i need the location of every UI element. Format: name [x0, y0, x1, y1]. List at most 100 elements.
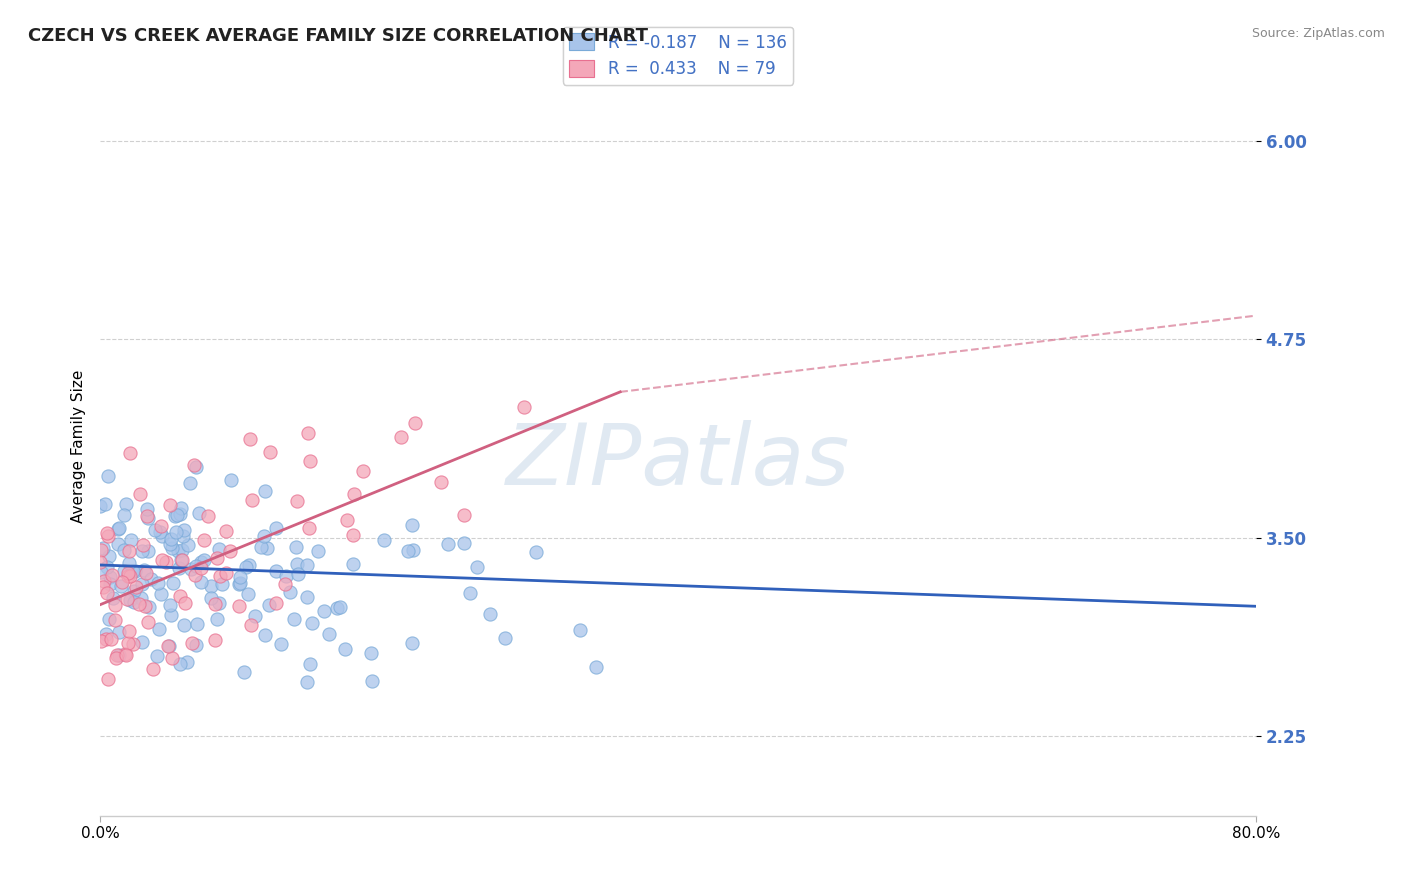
Point [336, 513, 359, 527]
Point [169, 508, 191, 522]
Point [165, 524, 187, 539]
Point [98, 577, 121, 591]
Point [200, 591, 222, 605]
Text: ZIPatlas: ZIPatlas [506, 420, 851, 503]
Point [465, 560, 488, 574]
Point [112, 508, 135, 523]
Point [176, 655, 198, 669]
Point [149, 587, 172, 601]
Point [301, 615, 323, 630]
Point [128, 487, 150, 501]
Point [110, 579, 132, 593]
Point [396, 544, 419, 558]
Point [342, 558, 364, 572]
Point [97, 673, 120, 687]
Point [453, 536, 475, 550]
Point [115, 648, 138, 663]
Point [132, 538, 155, 552]
Point [135, 502, 157, 516]
Point [98, 549, 121, 563]
Point [148, 622, 170, 636]
Point [124, 565, 146, 579]
Point [229, 569, 252, 583]
Point [343, 487, 366, 501]
Point [307, 544, 329, 558]
Point [458, 586, 481, 600]
Point [287, 567, 309, 582]
Point [430, 475, 453, 489]
Point [478, 607, 501, 621]
Point [329, 599, 352, 614]
Point [165, 508, 187, 523]
Point [253, 529, 276, 543]
Point [228, 576, 250, 591]
Point [180, 636, 202, 650]
Point [117, 624, 139, 638]
Point [122, 637, 145, 651]
Point [120, 446, 142, 460]
Point [166, 508, 188, 522]
Point [134, 599, 156, 613]
Point [229, 575, 252, 590]
Point [264, 596, 287, 610]
Point [159, 499, 181, 513]
Point [236, 587, 259, 601]
Point [117, 592, 139, 607]
Point [93, 580, 115, 594]
Point [197, 508, 219, 523]
Point [150, 553, 173, 567]
Point [494, 631, 516, 645]
Point [162, 576, 184, 591]
Point [299, 454, 322, 468]
Point [118, 557, 141, 571]
Point [112, 543, 135, 558]
Point [128, 597, 150, 611]
Point [219, 474, 242, 488]
Point [107, 648, 129, 662]
Point [157, 639, 180, 653]
Point [193, 553, 215, 567]
Text: CZECH VS CREEK AVERAGE FAMILY SIZE CORRELATION CHART: CZECH VS CREEK AVERAGE FAMILY SIZE CORRE… [28, 27, 648, 45]
Point [285, 493, 308, 508]
Point [239, 432, 262, 446]
Point [352, 464, 374, 478]
Point [143, 523, 166, 537]
Point [183, 458, 205, 472]
Point [118, 593, 141, 607]
Point [172, 543, 194, 558]
Point [117, 636, 139, 650]
Point [145, 649, 167, 664]
Point [139, 572, 162, 586]
Point [404, 416, 426, 430]
Point [208, 541, 231, 556]
Point [232, 665, 254, 679]
Point [274, 577, 297, 591]
Point [125, 580, 148, 594]
Point [90, 565, 112, 579]
Point [401, 636, 423, 650]
Point [104, 613, 127, 627]
Point [172, 529, 194, 543]
Point [107, 537, 129, 551]
Point [259, 599, 281, 613]
Point [136, 544, 159, 558]
Point [254, 483, 277, 498]
Point [186, 558, 208, 573]
Point [100, 632, 122, 647]
Point [283, 612, 305, 626]
Point [240, 618, 263, 632]
Point [524, 545, 547, 559]
Point [342, 528, 364, 542]
Point [101, 591, 124, 605]
Point [373, 533, 395, 547]
Point [131, 544, 153, 558]
Point [107, 522, 129, 536]
Point [298, 657, 321, 672]
Point [96, 560, 118, 574]
Point [138, 615, 160, 629]
Point [170, 501, 193, 516]
Point [193, 533, 215, 548]
Point [186, 638, 208, 652]
Point [150, 518, 173, 533]
Point [179, 475, 201, 490]
